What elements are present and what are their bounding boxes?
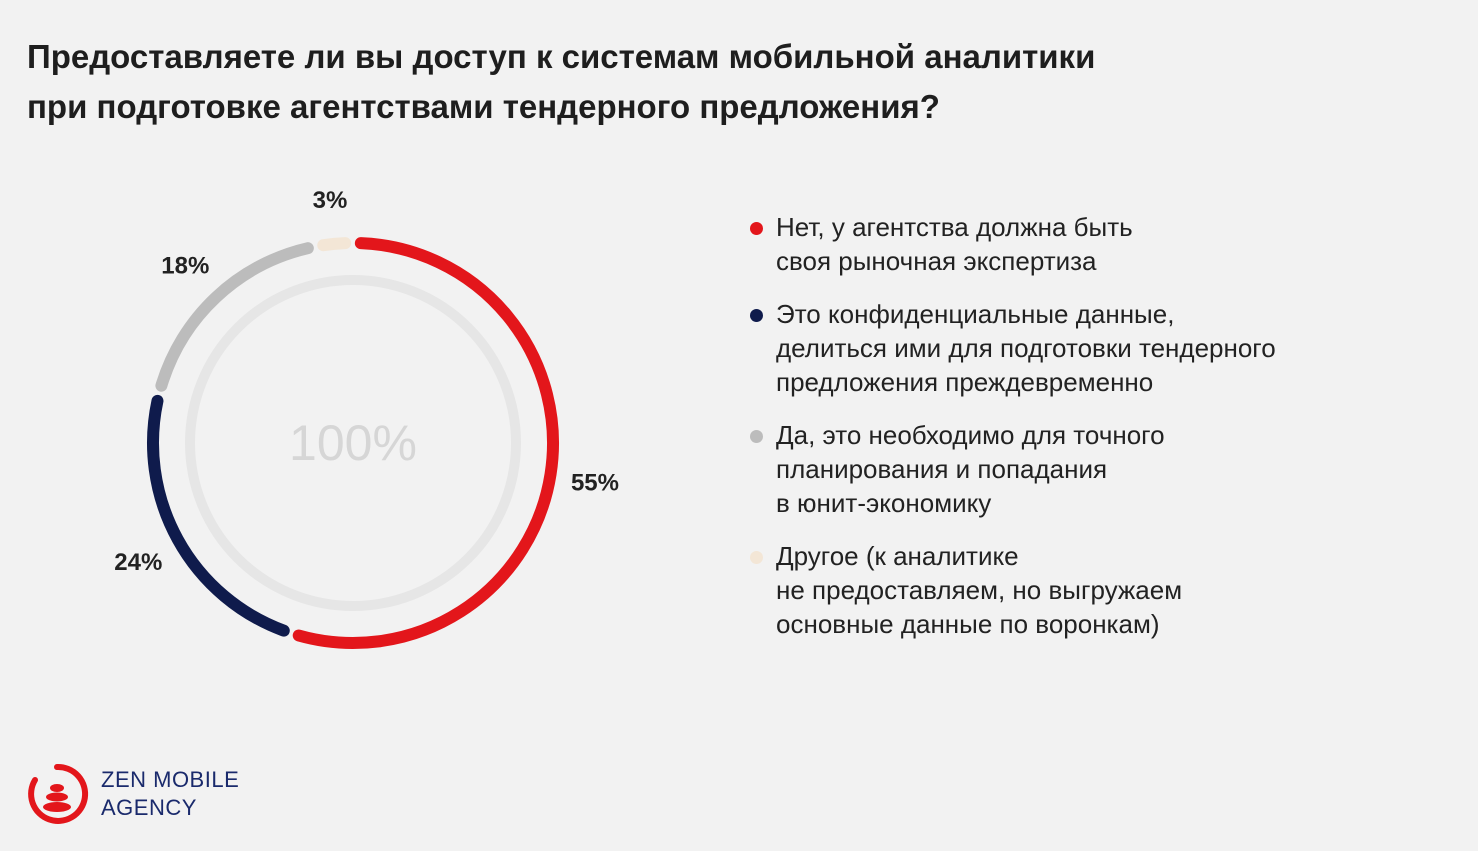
logo-line-2: AGENCY xyxy=(101,795,197,820)
title-line-1: Предоставляете ли вы доступ к системам м… xyxy=(27,38,1096,75)
legend-item: Другое (к аналитике не предоставляем, но … xyxy=(748,539,1448,641)
legend: Нет, у агентства должна быть своя рыночна… xyxy=(748,210,1448,660)
legend-text: основные данные по воронкам) xyxy=(776,609,1160,639)
donut-slice-18pct xyxy=(155,242,314,392)
legend-text: Другое (к аналитике xyxy=(776,541,1019,571)
legend-item: Это конфиденциальные данные, делиться ими… xyxy=(748,297,1448,399)
legend-dot-icon xyxy=(750,222,763,235)
legend-dot-icon xyxy=(750,551,763,564)
center-total-label: 100% xyxy=(289,415,417,471)
legend-item: Нет, у агентства должна быть своя рыночна… xyxy=(748,210,1448,278)
legend-text: Да, это необходимо для точного xyxy=(776,420,1165,450)
chart-title: Предоставляете ли вы доступ к системам м… xyxy=(27,32,1327,132)
slice-label-3pct: 3% xyxy=(313,187,348,214)
donut-slice-55pct xyxy=(292,237,559,649)
donut-slice-3pct xyxy=(317,237,352,252)
title-line-2: при подготовке агентствами тендерного пр… xyxy=(27,88,940,125)
legend-text: в юнит-экономику xyxy=(776,488,992,518)
slice-labels: 55% 24% 18% 3% xyxy=(114,187,619,576)
legend-text: предложения преждевременно xyxy=(776,367,1154,397)
legend-text: планирования и попадания xyxy=(776,454,1108,484)
legend-dot-icon xyxy=(750,309,763,322)
logo-line-1: ZEN MOBILE xyxy=(101,767,240,792)
slice-label-18pct: 18% xyxy=(161,252,209,279)
legend-text: Нет, у агентства должна быть xyxy=(776,212,1133,242)
donut-slice-24pct xyxy=(147,394,290,637)
slice-label-24pct: 24% xyxy=(114,549,162,576)
legend-text: своя рыночная экспертиза xyxy=(776,246,1097,276)
donut-slices xyxy=(147,237,559,649)
inner-track-ring xyxy=(185,275,521,611)
legend-text: делиться ими для подготовки тендерного xyxy=(776,333,1276,363)
logo-text: ZEN MOBILE AGENCY xyxy=(101,766,239,822)
legend-text: Это конфиденциальные данные, xyxy=(776,299,1175,329)
brand-logo: ZEN MOBILE AGENCY xyxy=(25,762,239,826)
slice-label-55pct: 55% xyxy=(571,469,619,496)
legend-item: Да, это необходимо для точного планирован… xyxy=(748,418,1448,520)
legend-text: не предоставляем, но выгружаем xyxy=(776,575,1183,605)
zen-logo-icon xyxy=(28,763,89,824)
legend-dot-icon xyxy=(750,430,763,443)
